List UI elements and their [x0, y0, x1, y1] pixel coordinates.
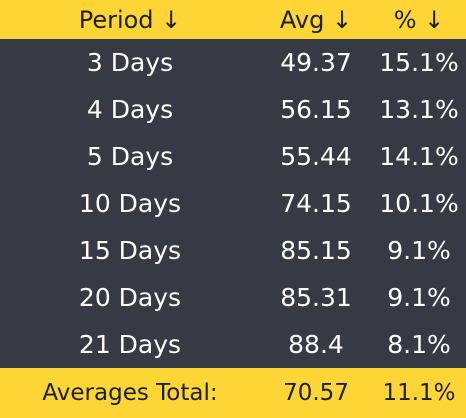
percent-cell: 9.1% — [387, 236, 451, 265]
avg-column-header[interactable]: Avg ↓ — [279, 5, 353, 34]
table-row: 21 Days 88.4 8.1% — [0, 321, 466, 368]
percent-cell: 13.1% — [379, 95, 459, 124]
table-row: 20 Days 85.31 9.1% — [0, 274, 466, 321]
period-cell: 21 Days — [78, 330, 182, 359]
avg-cell: 55.44 — [280, 142, 352, 171]
avg-cell: 74.15 — [280, 189, 352, 218]
table-body: 3 Days 49.37 15.1% 4 Days 56.15 13.1% 5 … — [0, 39, 466, 368]
period-column-header[interactable]: Period ↓ — [78, 5, 182, 34]
period-cell: 20 Days — [78, 283, 182, 312]
totals-percent: 11.1% — [382, 380, 456, 406]
period-cell: 5 Days — [86, 142, 174, 171]
avg-cell: 88.4 — [288, 330, 344, 359]
percent-cell: 10.1% — [379, 189, 459, 218]
percent-cell: 15.1% — [379, 48, 459, 77]
table-row: 4 Days 56.15 13.1% — [0, 86, 466, 133]
table-row: 10 Days 74.15 10.1% — [0, 180, 466, 227]
avg-cell: 49.37 — [280, 48, 352, 77]
period-cell: 10 Days — [78, 189, 182, 218]
totals-avg: 70.57 — [283, 380, 349, 406]
table-row: 5 Days 55.44 14.1% — [0, 133, 466, 180]
percent-cell: 9.1% — [387, 283, 451, 312]
percent-cell: 14.1% — [379, 142, 459, 171]
table-row: 3 Days 49.37 15.1% — [0, 39, 466, 86]
table-header: Period ↓ Avg ↓ % ↓ — [0, 0, 466, 39]
period-cell: 15 Days — [78, 236, 182, 265]
percent-column-header[interactable]: % ↓ — [393, 5, 445, 34]
avg-cell: 85.31 — [280, 283, 352, 312]
period-cell: 3 Days — [86, 48, 174, 77]
table-footer-totals: Averages Total: 70.57 11.1% — [0, 368, 466, 418]
avg-cell: 85.15 — [280, 236, 352, 265]
percent-cell: 8.1% — [387, 330, 451, 359]
totals-label: Averages Total: — [42, 380, 218, 406]
period-cell: 4 Days — [86, 95, 174, 124]
table-row: 15 Days 85.15 9.1% — [0, 227, 466, 274]
avg-cell: 56.15 — [280, 95, 352, 124]
